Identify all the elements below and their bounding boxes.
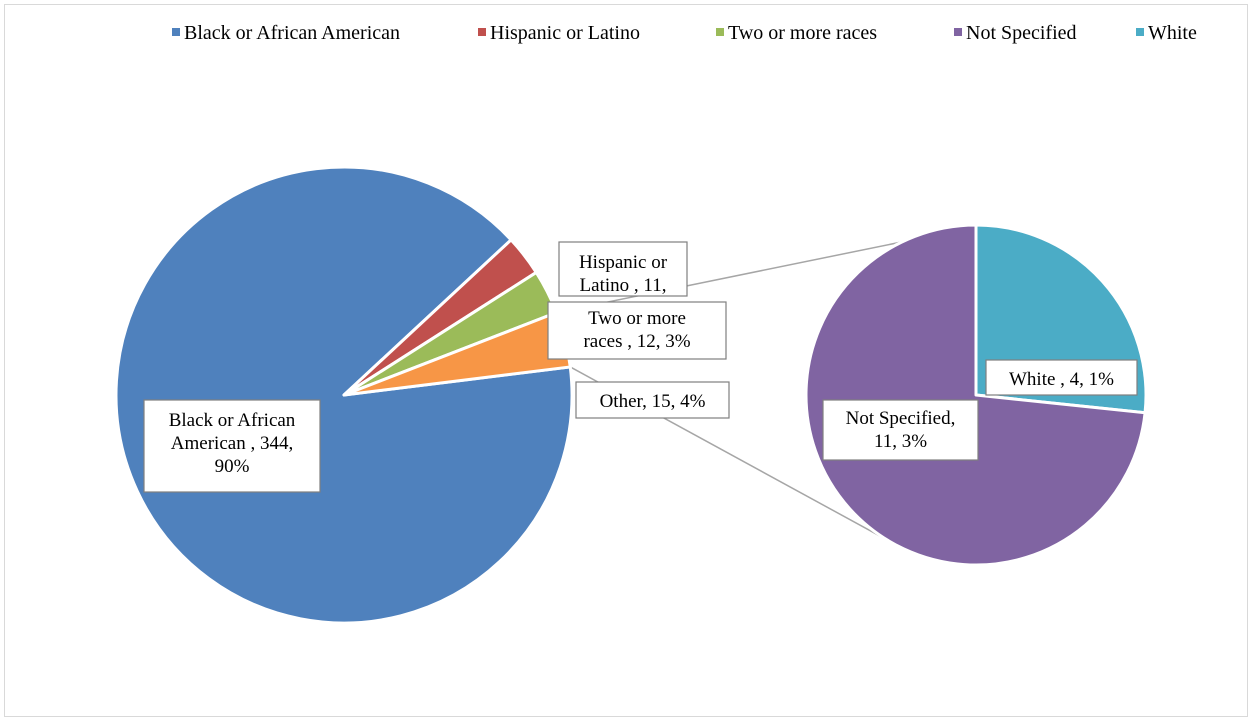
data-label-white-line: White , 4, 1%: [1009, 369, 1114, 390]
data-label-white: White , 4, 1%: [985, 359, 1138, 396]
main-pie: [114, 165, 574, 625]
connector-line-top: [556, 241, 903, 314]
data-label-hispanic-or-latino-line: Latino , 11,: [580, 275, 667, 296]
slice-not-specified: [804, 223, 1147, 567]
legend-entry-hispanic-or-latino: Hispanic or Latino: [490, 22, 640, 44]
legend-swatch-not-specified: [954, 28, 962, 36]
legend-swatch-white: [1136, 28, 1144, 36]
legend-entry-black-or-african-american: Black or African American: [184, 22, 400, 44]
legend-entry-not-specified: Not Specified: [966, 22, 1077, 44]
legend-entry-white: White: [1148, 22, 1197, 44]
data-label-not-specified: Not Specified,11, 3%: [822, 399, 979, 461]
legend-swatch-black-or-african-american: [172, 28, 180, 36]
data-label-two-or-more-races-line: races , 12, 3%: [583, 331, 690, 352]
legend: Black or African American Hispanic or Lat…: [172, 22, 1197, 44]
legend-swatch-hispanic-or-latino: [478, 28, 486, 36]
data-label-not-specified-line: Not Specified,: [846, 408, 956, 429]
data-label-black-or-african-american-line: Black or African: [169, 410, 296, 431]
data-label-hispanic-or-latino-line: Hispanic or: [579, 252, 668, 273]
legend-swatch-two-or-more-races: [716, 28, 724, 36]
data-label-black-or-african-american-line: American , 344,: [171, 433, 293, 454]
data-label-other-line: Other, 15, 4%: [600, 391, 706, 412]
data-label-black-or-african-american-line: 90%: [215, 456, 250, 477]
data-label-not-specified-line: 11, 3%: [874, 431, 927, 452]
data-label-two-or-more-races-line: Two or more: [588, 308, 686, 329]
data-label-other: Other, 15, 4%: [575, 381, 730, 419]
legend-entry-two-or-more-races: Two or more races: [728, 22, 877, 44]
